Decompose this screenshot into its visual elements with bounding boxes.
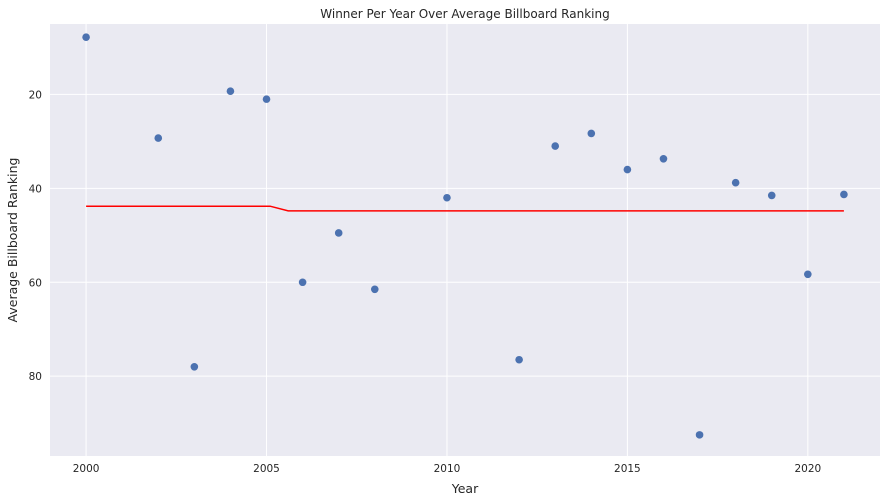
data-point [731, 178, 740, 187]
marks [82, 33, 848, 439]
data-point [443, 193, 451, 202]
x-tick-label: 2015 [614, 463, 641, 475]
data-point [840, 190, 848, 199]
plot-background [50, 24, 880, 456]
data-point [695, 431, 704, 439]
data-point [190, 362, 199, 371]
data-point [767, 191, 776, 200]
data-point [154, 134, 163, 142]
x-tick-label: 2020 [794, 463, 821, 475]
data-point [370, 285, 379, 294]
data-point [551, 142, 560, 150]
y-tick-label: 80 [29, 371, 42, 383]
x-axis-label: Year [451, 481, 479, 496]
x-tick-label: 2010 [434, 463, 461, 475]
data-point [623, 165, 632, 174]
data-point [587, 129, 596, 138]
data-point [515, 355, 523, 364]
data-point [226, 87, 235, 95]
y-tick-label: 60 [29, 277, 42, 289]
chart-title: Winner Per Year Over Average Billboard R… [320, 7, 609, 21]
data-point [659, 154, 668, 163]
data-point [804, 270, 812, 279]
x-tick-label: 2005 [253, 463, 280, 475]
data-point [262, 95, 271, 103]
y-tick-label: 40 [29, 183, 42, 195]
average-line [86, 205, 844, 212]
y-axis-label: Average Billboard Ranking [5, 158, 20, 323]
data-point [82, 33, 90, 41]
data-point [298, 278, 307, 287]
x-tick-label: 2000 [73, 463, 100, 475]
data-point [334, 229, 343, 237]
y-tick-label: 20 [29, 89, 42, 101]
